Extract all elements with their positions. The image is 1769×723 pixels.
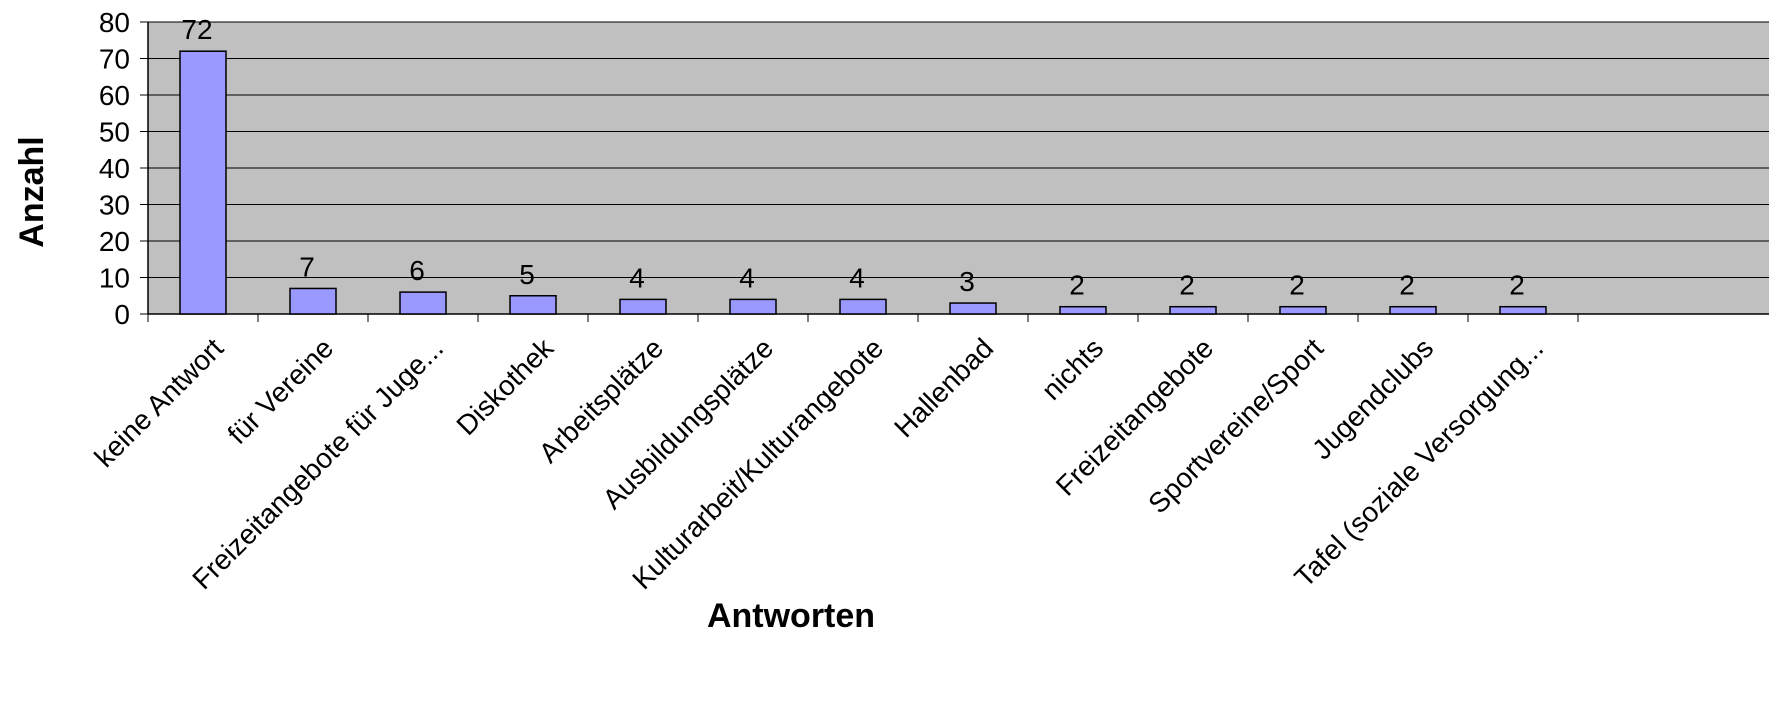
bar (1389, 305, 1437, 315)
x-tick-label: Hallenbad (888, 332, 999, 443)
bar (949, 302, 997, 315)
y-tick-label: 50 (99, 117, 130, 148)
y-tick-label: 80 (99, 7, 130, 38)
bar (1169, 305, 1217, 315)
x-tick-label: nichts (1036, 332, 1110, 406)
bar (1499, 305, 1547, 315)
bar (289, 287, 337, 315)
x-axis-title: Antworten (707, 597, 875, 635)
data-label: 2 (1069, 270, 1085, 301)
y-tick-label: 0 (114, 299, 130, 330)
y-tick-label: 60 (99, 80, 130, 111)
data-label: 2 (1399, 270, 1415, 301)
y-tick-label: 30 (99, 190, 130, 221)
x-tick-label: keine Antwort (88, 332, 229, 473)
y-axis-title: Anzahl (13, 136, 51, 247)
gridlines (148, 21, 1769, 278)
data-labels: 72 7 6 5 4 4 4 3 2 2 2 2 2 (181, 14, 1524, 301)
bar (509, 295, 557, 315)
bar (1059, 305, 1107, 315)
data-label: 2 (1179, 270, 1195, 301)
data-label: 4 (849, 262, 865, 293)
bar (839, 298, 887, 315)
data-label: 6 (409, 255, 425, 286)
y-axis: 0 10 20 30 40 50 60 70 80 (99, 7, 149, 330)
bar (1279, 305, 1327, 315)
bars (179, 50, 1547, 315)
data-label: 72 (181, 14, 212, 45)
data-label: 2 (1289, 270, 1305, 301)
bar (179, 50, 227, 315)
x-tick-label: Diskothek (450, 332, 560, 442)
data-label: 2 (1509, 270, 1525, 301)
bar (399, 291, 447, 315)
data-label: 3 (959, 266, 975, 297)
y-tick-label: 10 (99, 263, 130, 294)
y-tick-label: 70 (99, 44, 130, 75)
y-tick-label: 40 (99, 153, 130, 184)
data-label: 7 (299, 251, 315, 282)
y-tick-label: 20 (99, 226, 130, 257)
data-label: 4 (629, 262, 645, 293)
bar (619, 298, 667, 315)
data-label: 4 (739, 262, 755, 293)
bar (729, 298, 777, 315)
data-label: 5 (519, 259, 535, 290)
x-tick-label: für Vereine (222, 332, 340, 450)
